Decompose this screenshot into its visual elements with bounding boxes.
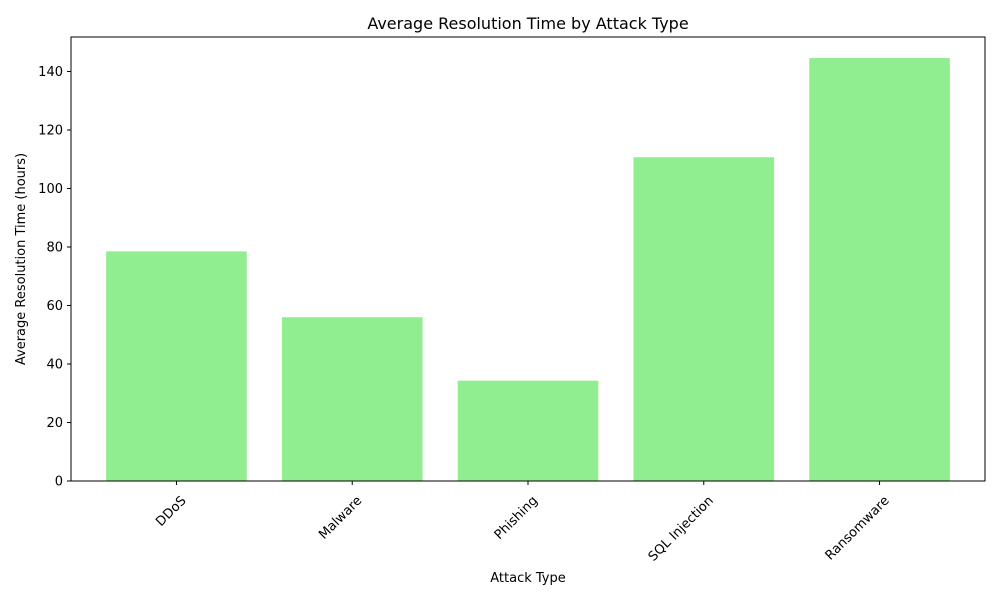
y-tick-label: 140	[38, 65, 63, 80]
bar-ransomware	[809, 58, 950, 482]
bar-ddos	[106, 251, 247, 481]
y-tick-label: 60	[46, 299, 63, 314]
y-tick-label: 0	[55, 475, 63, 490]
y-axis-label: Average Resolution Time (hours)	[14, 153, 29, 365]
x-tick-label: Ransomware	[823, 493, 893, 563]
bar-malware	[281, 317, 423, 481]
chart-title: Average Resolution Time by Attack Type	[367, 14, 688, 33]
bar-phishing	[457, 380, 599, 481]
x-axis-label: Attack Type	[490, 571, 566, 586]
y-tick-label: 20	[46, 416, 63, 431]
bars-group	[106, 58, 950, 482]
y-axis: 0 20 40 60 80 100 120 140	[38, 65, 71, 490]
bar-sql-injection	[633, 157, 775, 481]
y-tick-label: 40	[46, 358, 63, 373]
x-tick-label: Phishing	[492, 493, 541, 542]
plot-frame	[70, 36, 986, 482]
x-tick-label: DDoS	[153, 493, 189, 529]
x-tick-label: Malware	[316, 493, 365, 542]
y-tick-label: 100	[38, 182, 63, 197]
y-tick-label: 80	[46, 241, 63, 256]
y-tick-label: 120	[38, 124, 63, 139]
x-tick-label: SQL Injection	[646, 493, 717, 564]
x-axis: DDoS Malware Phishing SQL Injection Ransomwa…	[153, 481, 893, 565]
